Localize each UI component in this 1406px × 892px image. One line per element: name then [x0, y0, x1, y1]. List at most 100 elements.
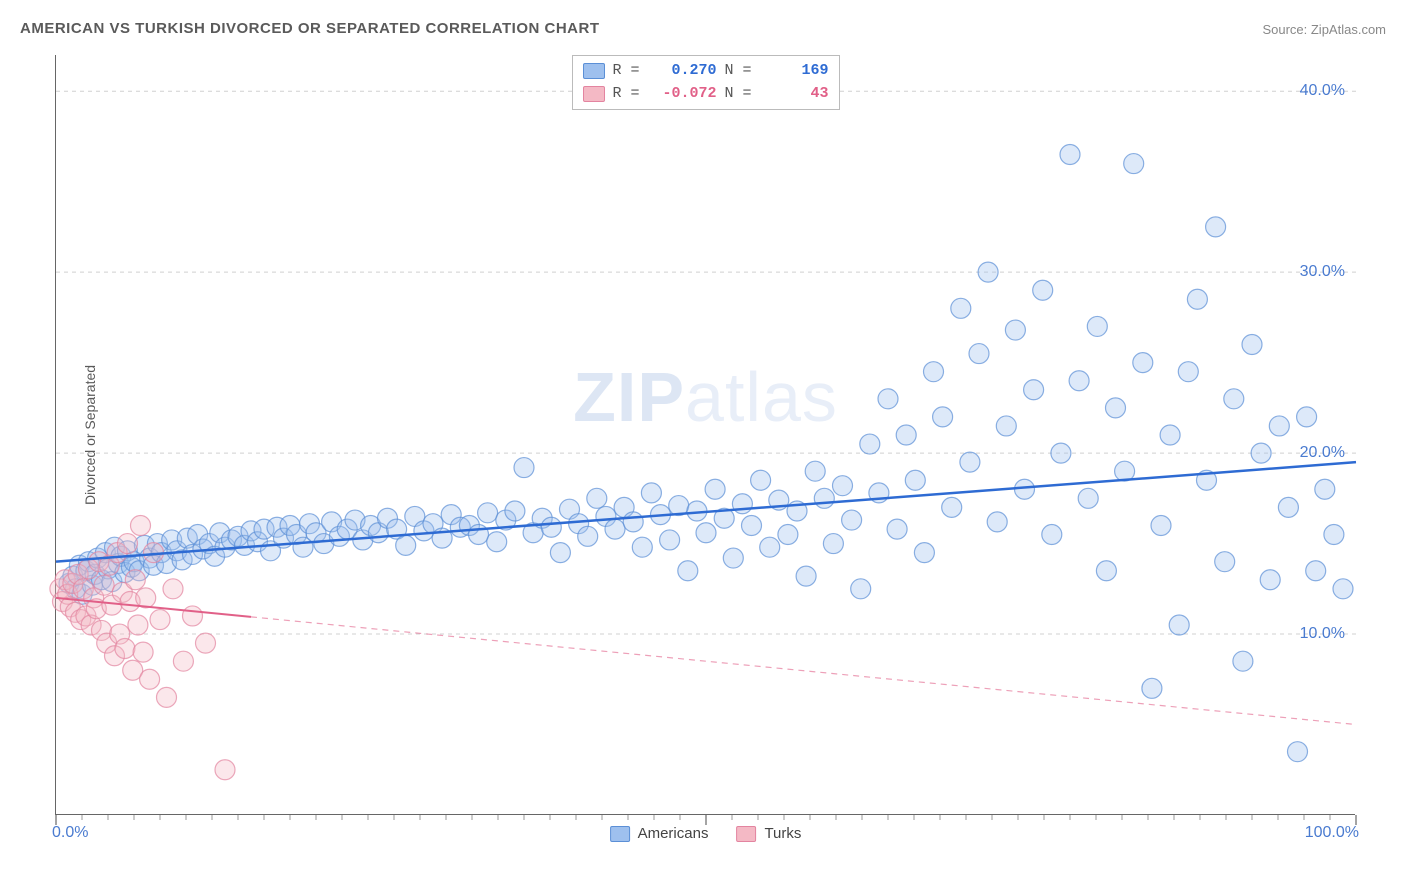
scatter-point: [1078, 488, 1098, 508]
scatter-point: [760, 537, 780, 557]
legend-item-turks: Turks: [736, 825, 801, 842]
y-tick-label: 40.0%: [1300, 82, 1345, 100]
scatter-point: [1242, 335, 1262, 355]
scatter-point: [173, 651, 193, 671]
scatter-point: [133, 642, 153, 662]
scatter-point: [215, 760, 235, 780]
n-label: N =: [725, 60, 759, 83]
legend-swatch-americans: [583, 63, 605, 79]
scatter-point: [951, 298, 971, 318]
scatter-point: [1087, 316, 1107, 336]
scatter-point: [1297, 407, 1317, 427]
scatter-point: [578, 526, 598, 546]
scatter-point: [1315, 479, 1335, 499]
legend-label-americans: Americans: [638, 825, 709, 842]
scatter-point: [969, 344, 989, 364]
scatter-point: [1106, 398, 1126, 418]
scatter-point: [924, 362, 944, 382]
scatter-point: [942, 497, 962, 517]
scatter-point: [751, 470, 771, 490]
scatter-point: [742, 515, 762, 535]
series-legend: Americans Turks: [610, 825, 802, 842]
scatter-point: [94, 575, 114, 595]
scatter-point: [1142, 678, 1162, 698]
r-label: R =: [613, 83, 647, 106]
scatter-point: [842, 510, 862, 530]
scatter-point: [1333, 579, 1353, 599]
scatter-point: [896, 425, 916, 445]
x-axis-end-label: 100.0%: [1305, 824, 1359, 842]
scatter-point: [541, 517, 561, 537]
scatter-point: [1178, 362, 1198, 382]
scatter-point: [814, 488, 834, 508]
n-value-americans: 169: [767, 60, 829, 83]
y-tick-label: 20.0%: [1300, 444, 1345, 462]
scatter-point: [933, 407, 953, 427]
scatter-point: [1306, 561, 1326, 581]
scatter-point: [1206, 217, 1226, 237]
scatter-point: [978, 262, 998, 282]
scatter-point: [118, 534, 138, 554]
chart-title: AMERICAN VS TURKISH DIVORCED OR SEPARATE…: [20, 20, 600, 37]
scatter-point: [851, 579, 871, 599]
scatter-point: [128, 615, 148, 635]
scatter-point: [905, 470, 925, 490]
scatter-point: [1187, 289, 1207, 309]
scatter-point: [641, 483, 661, 503]
scatter-point: [1069, 371, 1089, 391]
scatter-point: [678, 561, 698, 581]
scatter-point: [1324, 525, 1344, 545]
scatter-point: [1278, 497, 1298, 517]
scatter-point: [1151, 515, 1171, 535]
scatter-point: [1133, 353, 1153, 373]
correlation-row-turks: R = -0.072 N = 43: [583, 83, 829, 106]
scatter-point: [1160, 425, 1180, 445]
scatter-point: [860, 434, 880, 454]
scatter-point: [705, 479, 725, 499]
scatter-point: [605, 519, 625, 539]
scatter-point: [1169, 615, 1189, 635]
scatter-point: [183, 606, 203, 626]
scatter-point: [150, 610, 170, 630]
scatter-point: [1215, 552, 1235, 572]
scatter-point: [1251, 443, 1271, 463]
scatter-point: [396, 535, 416, 555]
correlation-legend: R = 0.270 N = 169 R = -0.072 N = 43: [572, 55, 840, 110]
scatter-point: [887, 519, 907, 539]
scatter-point: [163, 579, 183, 599]
y-tick-label: 30.0%: [1300, 263, 1345, 281]
scatter-point: [136, 588, 156, 608]
scatter-point: [1005, 320, 1025, 340]
scatter-point: [1051, 443, 1071, 463]
scatter-point: [660, 530, 680, 550]
legend-label-turks: Turks: [764, 825, 801, 842]
scatter-point: [125, 570, 145, 590]
n-value-turks: 43: [767, 83, 829, 106]
scatter-point: [1033, 280, 1053, 300]
scatter-point: [987, 512, 1007, 532]
scatter-point: [723, 548, 743, 568]
legend-item-americans: Americans: [610, 825, 709, 842]
scatter-point: [914, 543, 934, 563]
scatter-point: [157, 687, 177, 707]
n-label: N =: [725, 83, 759, 106]
scatter-point: [823, 534, 843, 554]
scatter-point: [196, 633, 216, 653]
x-ticks: [56, 815, 1356, 825]
y-tick-label: 10.0%: [1300, 625, 1345, 643]
r-value-turks: -0.072: [655, 83, 717, 106]
x-axis-start-label: 0.0%: [52, 824, 88, 842]
scatter-point: [1060, 145, 1080, 165]
scatter-point: [878, 389, 898, 409]
scatter-point: [140, 669, 160, 689]
legend-swatch-turks: [736, 826, 756, 842]
scatter-point: [1124, 154, 1144, 174]
correlation-row-americans: R = 0.270 N = 169: [583, 60, 829, 83]
scatter-point: [1269, 416, 1289, 436]
scatter-point: [796, 566, 816, 586]
scatter-point: [514, 458, 534, 478]
scatter-point: [1024, 380, 1044, 400]
scatter-point: [1233, 651, 1253, 671]
legend-swatch-turks: [583, 86, 605, 102]
r-label: R =: [613, 60, 647, 83]
